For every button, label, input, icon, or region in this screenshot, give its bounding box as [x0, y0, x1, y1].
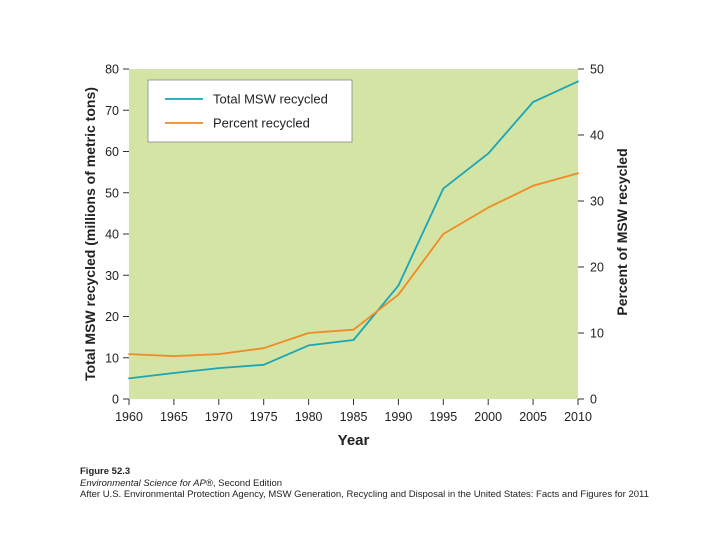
right-axis-tick-label: 50 — [590, 63, 604, 77]
left-axis-tick-label: 60 — [105, 145, 119, 159]
left-axis-tick-label: 50 — [105, 186, 119, 200]
edition-suffix: , Second Edition — [212, 477, 283, 489]
x-axis-tick-label: 1960 — [115, 410, 143, 424]
dual-axis-line-chart: 0 10 20 30 40 50 60 70 80 0 10 20 30 40 50 1960 1965 1970… — [82, 63, 630, 450]
left-axis-tick-label: 70 — [105, 104, 119, 118]
x-axis-tick-label: 2005 — [519, 410, 547, 424]
right-axis-tick-label: 40 — [590, 129, 604, 143]
left-axis-tick-label: 80 — [105, 63, 119, 77]
x-axis-tick-label: 2010 — [564, 410, 592, 424]
right-axis-tick-label: 20 — [590, 261, 604, 275]
figure-number: Figure 52.3 — [80, 466, 131, 477]
x-axis-tick-label: 1970 — [205, 410, 233, 424]
x-axis-tick-label: 1975 — [250, 410, 278, 424]
source-note: After U.S. Environmental Protection Agen… — [80, 489, 649, 500]
edition-line: Environmental Science for AP®, Second Ed… — [80, 478, 649, 490]
x-axis-tick-label: 1995 — [429, 410, 457, 424]
x-axis-title: Year — [338, 432, 370, 449]
left-axis-tick-label: 30 — [105, 269, 119, 283]
right-axis-tick-label: 0 — [590, 393, 597, 407]
right-axis-tick-label: 10 — [590, 327, 604, 341]
x-axis-tick-label: 1990 — [384, 410, 412, 424]
left-axis-tick-label: 40 — [105, 228, 119, 242]
x-axis-tick-label: 1980 — [295, 410, 323, 424]
series-line-percent-recycled — [128, 172, 579, 358]
edition-title: Environmental Science for AP® — [80, 477, 213, 489]
left-axis-tick-label: 10 — [105, 351, 119, 365]
figure-caption: Figure 52.3 Environmental Science for AP… — [80, 466, 649, 501]
right-axis-title: Percent of MSW recycled — [614, 148, 630, 315]
x-axis-tick-label: 1965 — [160, 410, 188, 424]
left-axis-title: Total MSW recycled (millions of metric t… — [82, 87, 98, 381]
right-axis-tick-label: 30 — [590, 195, 604, 209]
left-axis-tick-label: 20 — [105, 310, 119, 324]
left-axis-tick-label: 0 — [112, 393, 119, 407]
legend-label: Total MSW recycled — [213, 92, 328, 107]
legend-label: Percent recycled — [213, 116, 310, 131]
x-axis-tick-label: 1985 — [340, 410, 368, 424]
legend-box — [147, 79, 353, 143]
x-axis-tick-label: 2000 — [474, 410, 502, 424]
